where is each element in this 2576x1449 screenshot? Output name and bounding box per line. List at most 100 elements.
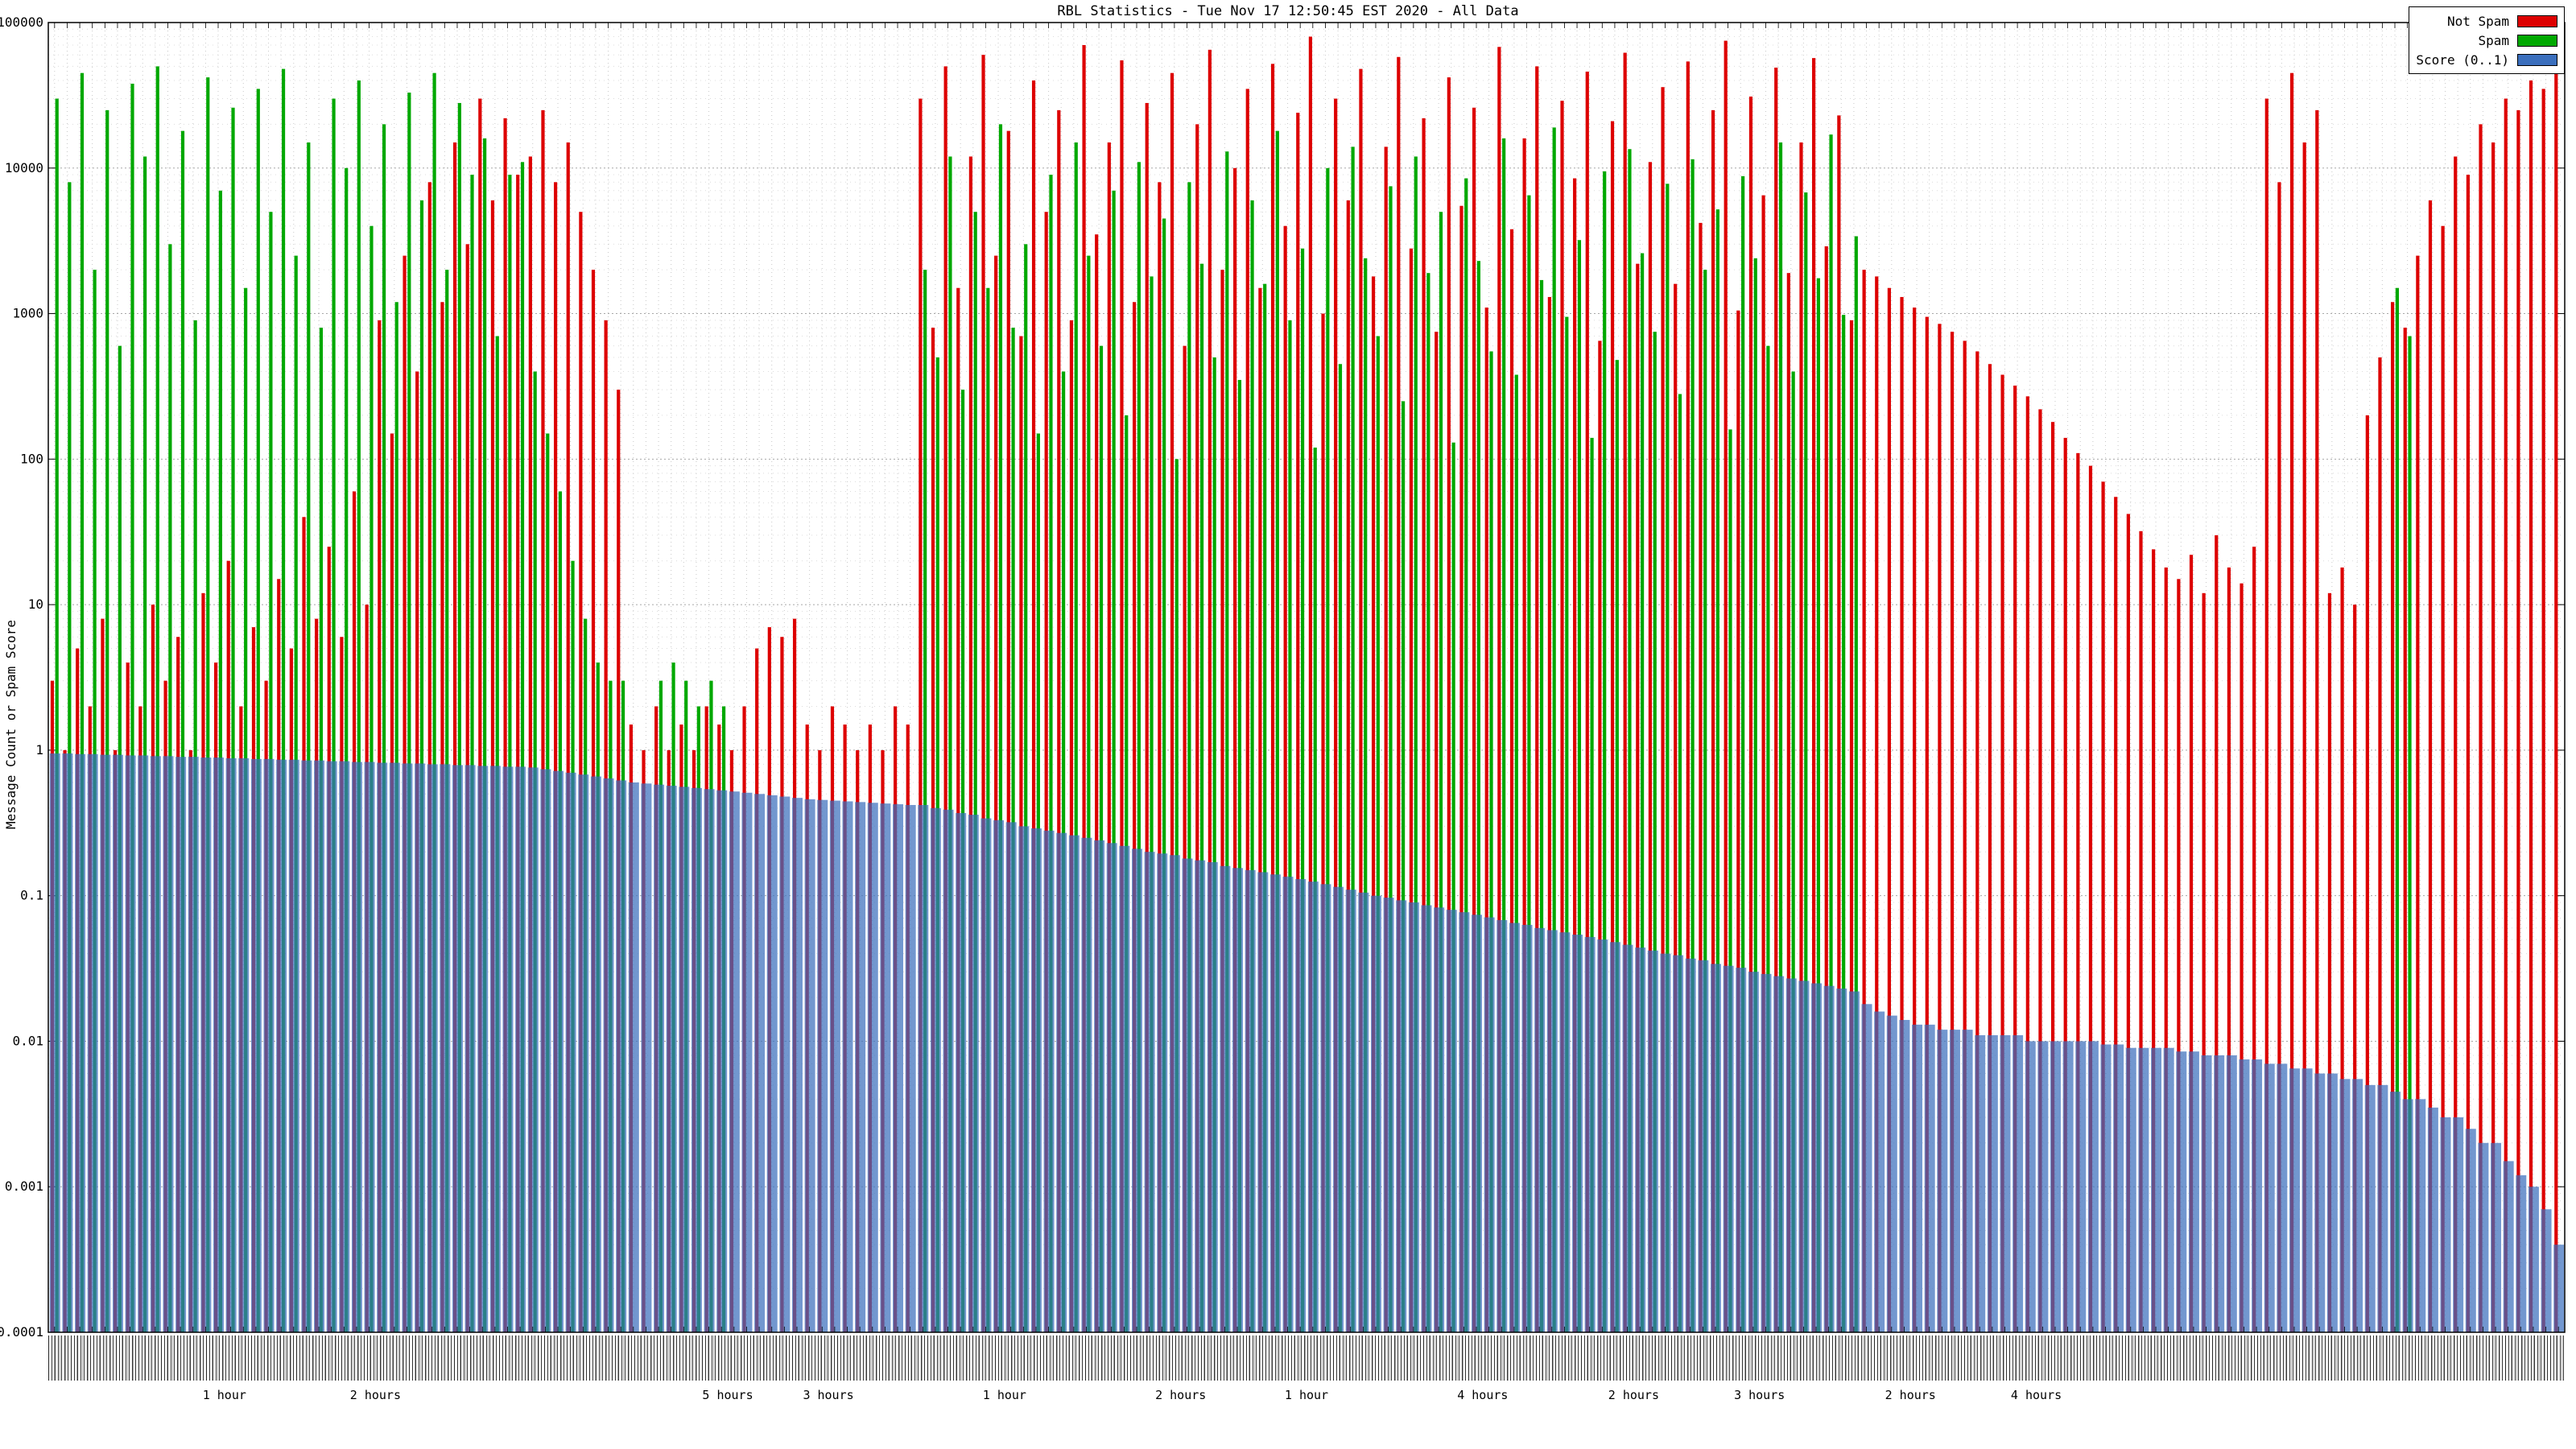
bar-score xyxy=(2087,1041,2099,1332)
bar-spam xyxy=(1829,134,1833,1333)
bar-spam xyxy=(1112,190,1116,1332)
bar-spam xyxy=(998,124,1003,1332)
bar-score xyxy=(2163,1047,2174,1332)
bar-not-spam xyxy=(1258,287,1262,1332)
bar-not-spam xyxy=(1346,200,1350,1333)
y-tick-label: 10000 xyxy=(5,160,43,175)
x-annotation: 1 hour xyxy=(982,1388,1026,1402)
bar-not-spam xyxy=(2227,567,2231,1332)
bar-score xyxy=(1572,935,1583,1332)
bar-not-spam xyxy=(1674,283,1678,1332)
bar-not-spam xyxy=(1573,178,1577,1333)
bar-not-spam xyxy=(2164,567,2168,1332)
bar-spam xyxy=(1464,178,1468,1333)
bar-spam xyxy=(332,98,336,1332)
bar-score xyxy=(1094,840,1105,1332)
bar-score xyxy=(1622,944,1633,1332)
bar-not-spam xyxy=(1132,302,1137,1332)
bar-score xyxy=(1269,874,1281,1332)
bar-spam xyxy=(1728,429,1732,1332)
bar-not-spam xyxy=(1057,109,1061,1332)
legend-item-not-spam: Not Spam xyxy=(2416,11,2557,31)
bar-score xyxy=(1836,989,1847,1332)
bar-score xyxy=(666,786,677,1332)
bar-not-spam xyxy=(2202,592,2206,1332)
bar-score xyxy=(1220,865,1231,1332)
bar-score xyxy=(1899,1020,1910,1332)
bar-not-spam xyxy=(1761,195,1765,1333)
bar-score xyxy=(1282,877,1294,1332)
bar-not-spam xyxy=(1031,80,1036,1332)
bar-not-spam xyxy=(1208,49,1212,1333)
bar-score xyxy=(867,803,878,1332)
bar-score xyxy=(2264,1063,2275,1332)
bar-spam xyxy=(1426,273,1430,1332)
bar-spam xyxy=(1791,371,1795,1332)
bar-spam xyxy=(1539,279,1544,1332)
bar-not-spam xyxy=(1397,56,1401,1332)
bar-not-spam xyxy=(2063,437,2067,1332)
bar-score xyxy=(1546,930,1558,1332)
bar-spam xyxy=(1326,167,1330,1332)
bar-score xyxy=(855,802,866,1332)
bar-spam xyxy=(457,102,461,1333)
bar-spam xyxy=(1766,345,1770,1332)
x-annotation: 4 hours xyxy=(2010,1388,2062,1402)
y-tick-label: 0.01 xyxy=(12,1033,43,1048)
bar-score xyxy=(1484,917,1495,1332)
bar-not-spam xyxy=(1900,296,1904,1332)
bar-score xyxy=(1131,848,1142,1332)
bar-score xyxy=(553,770,564,1332)
bar-not-spam xyxy=(1183,345,1187,1332)
legend-item-score: Score (0..1) xyxy=(2416,50,2557,69)
bar-score xyxy=(1949,1030,1960,1332)
bar-not-spam xyxy=(2353,605,2357,1332)
x-annotation: 2 hours xyxy=(1885,1388,1936,1402)
bar-score xyxy=(2352,1079,2363,1332)
bar-score xyxy=(2516,1174,2527,1332)
bar-not-spam xyxy=(2454,156,2458,1332)
bar-score xyxy=(1434,907,1445,1332)
bar-score xyxy=(2440,1117,2451,1332)
bar-spam xyxy=(1338,364,1343,1332)
bar-spam xyxy=(382,124,386,1332)
bar-score xyxy=(489,766,501,1332)
bar-not-spam xyxy=(1308,36,1313,1333)
bar-spam xyxy=(1804,192,1808,1333)
bar-score xyxy=(1534,927,1546,1332)
bar-not-spam xyxy=(1095,234,1099,1332)
bar-spam xyxy=(1565,316,1569,1332)
y-tick-label: 0.0001 xyxy=(0,1324,43,1340)
bar-spam xyxy=(1439,212,1443,1333)
bar-score xyxy=(1987,1034,1998,1332)
bar-spam xyxy=(1225,151,1229,1333)
bar-spam xyxy=(923,270,927,1333)
legend-swatch-spam xyxy=(2517,34,2557,47)
bar-score xyxy=(956,812,967,1332)
bar-not-spam xyxy=(1069,320,1074,1332)
bar-spam xyxy=(1603,171,1607,1333)
bar-score xyxy=(2188,1051,2199,1332)
bar-not-spam xyxy=(2428,200,2433,1333)
bar-not-spam xyxy=(968,156,973,1332)
bar-spam xyxy=(1212,357,1216,1332)
bar-not-spam xyxy=(1245,89,1249,1332)
bar-score xyxy=(2037,1041,2049,1332)
bar-score xyxy=(415,763,426,1332)
bar-score xyxy=(1257,872,1269,1332)
bar-spam xyxy=(1741,175,1745,1332)
bar-not-spam xyxy=(1296,113,1300,1332)
bar-not-spam xyxy=(1925,316,1929,1332)
bar-not-spam xyxy=(1170,72,1174,1332)
bar-score xyxy=(654,784,665,1332)
bar-score xyxy=(364,762,375,1332)
bar-spam xyxy=(1275,130,1279,1333)
bar-score xyxy=(704,789,715,1332)
bar-score xyxy=(2113,1044,2124,1332)
bar-not-spam xyxy=(1837,115,1841,1333)
bar-not-spam xyxy=(1359,68,1363,1332)
bar-score xyxy=(49,753,60,1332)
bar-spam xyxy=(1703,270,1707,1333)
bar-score xyxy=(1521,924,1533,1332)
bar-score xyxy=(943,809,954,1332)
